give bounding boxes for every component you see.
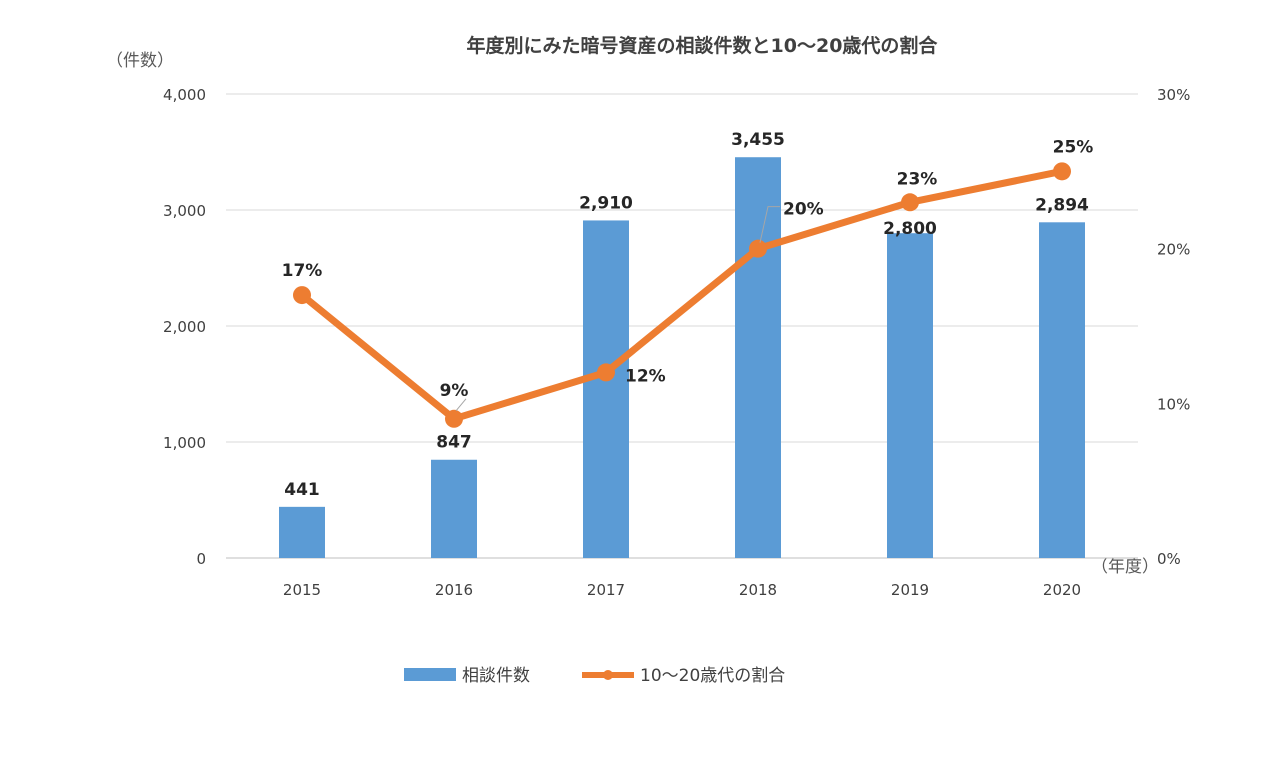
leader-line <box>759 206 780 243</box>
legend-swatch-line-marker <box>603 670 613 680</box>
legend-label-line: 10～20歳代の割合 <box>640 666 785 686</box>
bar-data-label: 2,894 <box>1035 195 1089 215</box>
y-left-tick-label: 4,000 <box>163 86 206 104</box>
x-tick-label: 2019 <box>891 581 929 599</box>
y-left-unit-label: （件数） <box>106 51 174 71</box>
line-path <box>298 167 1066 423</box>
bar <box>583 220 629 558</box>
y-right-tick-label: 0% <box>1157 550 1181 568</box>
bar <box>735 157 781 558</box>
line-point <box>1053 162 1071 181</box>
line-data-label: 25% <box>1053 137 1094 157</box>
x-tick-label: 2020 <box>1043 581 1081 599</box>
bar-series <box>279 157 1085 558</box>
x-tick-label: 2016 <box>435 581 473 599</box>
line-data-label: 23% <box>897 169 938 189</box>
y-right-tick-label: 10% <box>1157 395 1190 413</box>
bar <box>431 459 477 558</box>
x-unit-label: （年度） <box>1091 557 1159 577</box>
line-point <box>749 239 767 258</box>
x-tick-label: 2015 <box>283 581 321 599</box>
bar-data-label: 847 <box>436 433 472 453</box>
y-left-ticks: 0 1,000 2,000 3,000 4,000 <box>163 86 206 568</box>
y-left-tick-label: 3,000 <box>163 202 206 220</box>
line-data-label: 20% <box>783 200 824 220</box>
y-right-tick-label: 20% <box>1157 241 1190 259</box>
line-point <box>901 193 919 212</box>
y-left-tick-label: 2,000 <box>163 318 206 336</box>
bar <box>1039 222 1085 558</box>
legend-label-bars: 相談件数 <box>462 666 530 686</box>
line-point <box>293 286 311 305</box>
y-right-ticks: 0% 10% 20% 30% <box>1157 86 1190 568</box>
legend: 相談件数 10～20歳代の割合 <box>404 666 785 686</box>
legend-swatch-bars <box>404 668 456 681</box>
line-data-label: 9% <box>440 381 469 401</box>
gridlines <box>226 93 1138 559</box>
x-ticks: 2015 2016 2017 2018 2019 2020 <box>283 581 1081 599</box>
bar-data-label: 3,455 <box>731 130 785 150</box>
line-point <box>445 409 463 428</box>
y-right-tick-label: 30% <box>1157 86 1190 104</box>
bar <box>279 506 325 558</box>
x-tick-label: 2018 <box>739 581 777 599</box>
chart-title: 年度別にみた暗号資産の相談件数と10～20歳代の割合 <box>467 34 939 57</box>
bar <box>887 233 933 558</box>
line-data-label: 17% <box>282 261 323 281</box>
bar-data-label: 2,910 <box>579 193 633 213</box>
bar-data-label: 2,800 <box>883 219 937 239</box>
y-left-tick-label: 1,000 <box>163 434 206 452</box>
leader-line <box>455 398 467 412</box>
x-tick-label: 2017 <box>587 581 625 599</box>
line-data-label: 12% <box>625 366 666 386</box>
line-point <box>597 363 615 382</box>
data-labels: 441 847 2,910 3,455 2,800 2,894 17% 9% 12% 20% 23%… <box>282 130 1094 500</box>
bar-data-label: 441 <box>284 480 320 500</box>
y-left-tick-label: 0 <box>196 550 206 568</box>
line-series <box>293 162 1071 428</box>
